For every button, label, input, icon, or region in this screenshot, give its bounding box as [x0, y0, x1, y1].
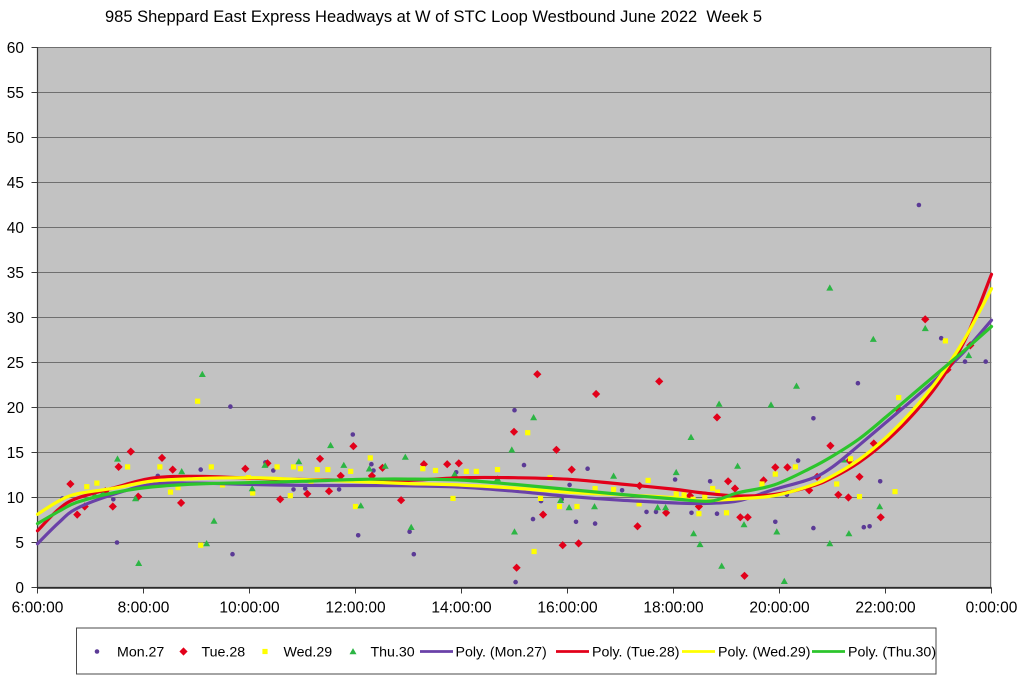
svg-text:12:00:00: 12:00:00: [325, 600, 386, 617]
svg-text:Wed.29: Wed.29: [284, 644, 333, 660]
svg-text:Thu.30: Thu.30: [371, 644, 415, 660]
svg-text:20: 20: [7, 400, 25, 417]
svg-text:Mon.27: Mon.27: [117, 644, 164, 660]
svg-text:Poly. (Mon.27): Poly. (Mon.27): [456, 644, 547, 660]
svg-text:15: 15: [7, 445, 24, 462]
svg-text:10:00:00: 10:00:00: [219, 600, 280, 617]
svg-text:60: 60: [7, 40, 25, 57]
svg-text:20:00:00: 20:00:00: [749, 600, 810, 617]
svg-text:45: 45: [7, 175, 24, 192]
svg-text:22:00:00: 22:00:00: [855, 600, 916, 617]
svg-text:50: 50: [7, 130, 25, 147]
svg-text:985 Sheppard East Express Head: 985 Sheppard East Express Headways at W …: [105, 8, 762, 26]
svg-text:6:00:00: 6:00:00: [12, 600, 64, 617]
svg-text:Poly. (Thu.30): Poly. (Thu.30): [848, 644, 936, 660]
svg-text:10: 10: [7, 490, 25, 507]
svg-text:30: 30: [7, 310, 25, 327]
svg-text:5: 5: [15, 535, 24, 552]
svg-text:Poly. (Tue.28): Poly. (Tue.28): [592, 644, 680, 660]
svg-text:Poly. (Wed.29): Poly. (Wed.29): [718, 644, 811, 660]
svg-text:0:00:00: 0:00:00: [966, 600, 1018, 617]
svg-text:18:00:00: 18:00:00: [643, 600, 704, 617]
svg-text:8:00:00: 8:00:00: [118, 600, 170, 617]
svg-text:14:00:00: 14:00:00: [431, 600, 492, 617]
svg-text:35: 35: [7, 265, 24, 282]
svg-text:Tue.28: Tue.28: [202, 644, 246, 660]
svg-text:16:00:00: 16:00:00: [537, 600, 598, 617]
svg-text:40: 40: [7, 220, 25, 237]
svg-text:0: 0: [15, 580, 24, 597]
svg-text:55: 55: [7, 85, 24, 102]
svg-text:25: 25: [7, 355, 24, 372]
